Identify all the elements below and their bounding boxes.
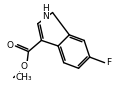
Text: O: O [21, 62, 27, 71]
Text: H
N: H N [42, 4, 49, 21]
Text: CH₃: CH₃ [15, 73, 32, 82]
Text: O: O [7, 41, 14, 51]
Text: F: F [106, 58, 112, 67]
